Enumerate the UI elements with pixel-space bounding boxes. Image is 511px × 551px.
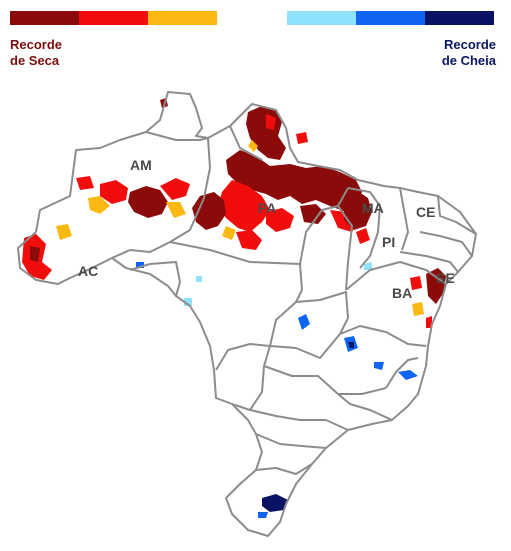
state-label-pi: PI xyxy=(382,234,395,250)
drought-patch xyxy=(100,180,128,204)
border-mt-go xyxy=(263,263,303,367)
border-am-ro xyxy=(111,241,171,259)
border-am-pa xyxy=(169,137,211,243)
state-borders xyxy=(17,91,477,537)
drought-patch xyxy=(344,190,372,230)
drought-patch xyxy=(426,316,432,328)
state-labels: AM AC PA MA CE PI SE BA xyxy=(78,157,455,301)
border-go-ba xyxy=(295,291,349,335)
border-pa-to xyxy=(299,187,349,265)
drought-label-line1: Recorde xyxy=(10,37,63,52)
drought-scale-segment-1 xyxy=(10,11,79,25)
brazil-outline xyxy=(17,91,477,537)
flood-areas xyxy=(136,262,418,518)
drought-patch xyxy=(410,276,422,290)
drought-legend-label: Recorde de Seca xyxy=(10,37,62,69)
border-sp-mg xyxy=(263,365,387,395)
flood-scale-segment-1 xyxy=(287,11,356,25)
flood-patch xyxy=(364,262,372,270)
drought-patch xyxy=(226,150,362,212)
flood-patch xyxy=(196,276,202,282)
flood-color-scale xyxy=(287,11,494,25)
drought-patch xyxy=(426,268,446,304)
state-label-ce: CE xyxy=(416,204,435,220)
border-go-mg xyxy=(269,333,341,359)
border-mg-north xyxy=(339,325,427,347)
border-mg-rj xyxy=(337,393,393,421)
drought-patch xyxy=(412,302,424,316)
flood-patch xyxy=(374,362,384,370)
flood-patch xyxy=(262,494,288,512)
drought-patch xyxy=(76,176,94,190)
state-label-ma: MA xyxy=(362,200,384,216)
border-pb-pe xyxy=(419,231,473,257)
border-pi-ce xyxy=(399,187,409,251)
state-label-pa: PA xyxy=(258,200,276,216)
drought-patch xyxy=(88,196,110,214)
drought-patch xyxy=(128,186,168,218)
state-label-am: AM xyxy=(130,157,152,173)
drought-scale-segment-2 xyxy=(79,11,148,25)
drought-patch xyxy=(300,204,326,224)
drought-patch xyxy=(266,114,276,130)
drought-patch xyxy=(356,228,370,244)
drought-color-scale xyxy=(10,11,217,25)
border-ms-sp xyxy=(231,365,265,411)
drought-patch xyxy=(160,178,190,200)
flood-label-line2: de Cheia xyxy=(441,53,496,68)
drought-patch xyxy=(218,180,270,232)
drought-patch xyxy=(192,192,226,230)
drought-patch xyxy=(56,224,72,240)
state-label-se: SE xyxy=(436,270,455,286)
state-label-ac: AC xyxy=(78,263,98,279)
drought-patch xyxy=(166,202,186,218)
drought-patch xyxy=(30,246,40,262)
flood-scale-segment-2 xyxy=(356,11,425,25)
drought-patch xyxy=(296,132,308,144)
border-pa-mt xyxy=(169,241,301,265)
state-label-ba: BA xyxy=(392,285,412,301)
flood-scale-segment-3 xyxy=(425,11,494,25)
drought-patch xyxy=(266,208,294,232)
border-ba-north xyxy=(345,261,447,291)
border-to-ma xyxy=(337,205,353,291)
border-pe-al xyxy=(399,251,459,273)
flood-patch xyxy=(398,370,418,380)
border-mg-es xyxy=(385,357,419,389)
flood-patch xyxy=(298,314,310,330)
border-am-rr xyxy=(145,131,209,141)
border-ma-pi xyxy=(347,187,381,269)
drought-areas xyxy=(22,98,446,328)
border-ro-mt xyxy=(129,261,181,297)
border-sp-pr xyxy=(249,409,349,431)
flood-patch xyxy=(258,512,268,518)
drought-label-line2: de Seca xyxy=(10,53,60,68)
drought-patch xyxy=(248,140,258,152)
drought-scale-segment-3 xyxy=(148,11,217,25)
flood-patch xyxy=(348,342,354,348)
flood-label-line1: Recorde xyxy=(443,37,496,52)
drought-patch xyxy=(222,226,236,240)
border-rr-pa xyxy=(229,125,263,161)
drought-patch xyxy=(236,230,262,250)
flood-legend-label: Recorde de Cheia xyxy=(442,37,496,69)
border-sc-rs xyxy=(255,463,313,475)
border-ce-rn xyxy=(437,195,477,235)
border-ms xyxy=(215,343,271,371)
border-pr-sc xyxy=(255,433,327,449)
